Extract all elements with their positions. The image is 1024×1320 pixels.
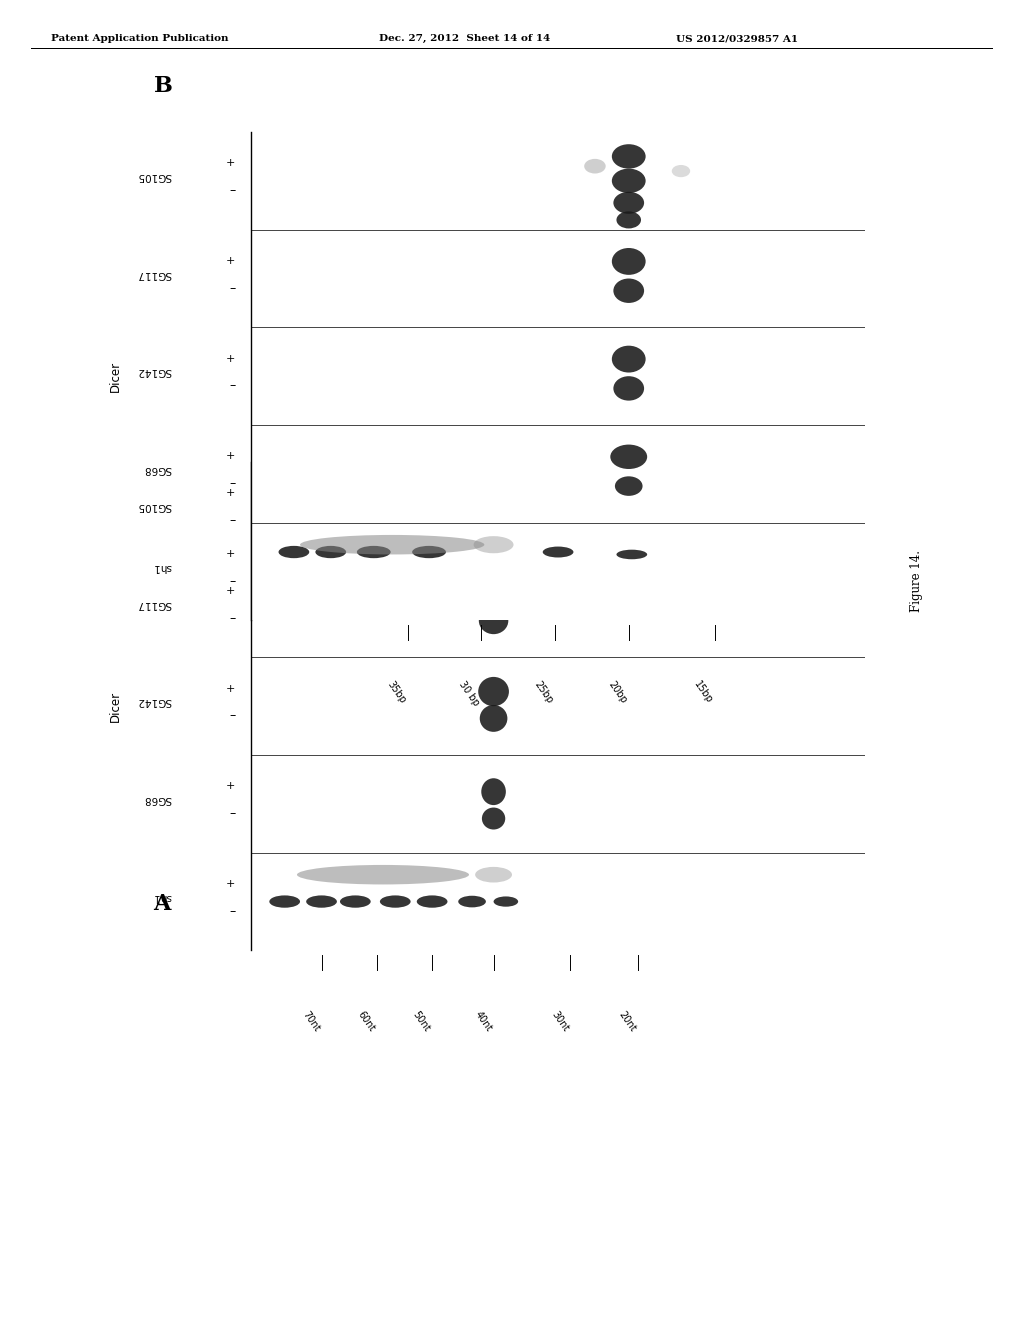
Ellipse shape <box>616 549 647 560</box>
Text: +: + <box>226 256 236 265</box>
Ellipse shape <box>610 445 647 469</box>
Text: –: – <box>229 709 236 722</box>
Ellipse shape <box>559 491 582 506</box>
Text: SG142: SG142 <box>136 367 171 376</box>
Text: 20nt: 20nt <box>616 1008 638 1034</box>
Ellipse shape <box>269 895 300 908</box>
Text: B: B <box>154 75 172 96</box>
Text: 25bp: 25bp <box>532 678 555 705</box>
Text: sh1: sh1 <box>153 562 171 572</box>
Text: –: – <box>229 611 236 624</box>
Text: A: A <box>154 894 171 915</box>
Ellipse shape <box>473 536 513 553</box>
Text: 15bp: 15bp <box>692 678 715 705</box>
Ellipse shape <box>672 165 690 177</box>
Text: SG68: SG68 <box>143 465 171 474</box>
Text: 20bp: 20bp <box>606 678 629 705</box>
Ellipse shape <box>613 279 644 304</box>
Text: US 2012/0329857 A1: US 2012/0329857 A1 <box>676 34 798 44</box>
Ellipse shape <box>612 346 645 372</box>
Ellipse shape <box>315 546 346 558</box>
Text: Figure 14.: Figure 14. <box>910 550 923 611</box>
Ellipse shape <box>616 211 641 228</box>
Ellipse shape <box>612 248 645 275</box>
Ellipse shape <box>543 546 573 557</box>
Ellipse shape <box>479 519 508 543</box>
Text: –: – <box>229 477 236 490</box>
Ellipse shape <box>340 895 371 908</box>
Text: +: + <box>226 781 236 791</box>
Ellipse shape <box>478 475 509 503</box>
Ellipse shape <box>481 779 506 805</box>
Text: 40nt: 40nt <box>472 1008 494 1034</box>
Ellipse shape <box>494 896 518 907</box>
Ellipse shape <box>306 895 337 908</box>
Text: +: + <box>226 354 236 363</box>
Text: –: – <box>229 281 236 294</box>
Text: SG105: SG105 <box>136 172 171 181</box>
Text: –: – <box>229 379 236 392</box>
Text: +: + <box>226 549 236 558</box>
Ellipse shape <box>380 895 411 908</box>
Text: 30 bp: 30 bp <box>457 678 481 708</box>
Text: SG117: SG117 <box>136 599 171 609</box>
Text: +: + <box>226 879 236 888</box>
Text: +: + <box>226 684 236 693</box>
Text: +: + <box>226 488 236 498</box>
Text: SG105: SG105 <box>136 502 171 511</box>
Ellipse shape <box>475 867 512 883</box>
Ellipse shape <box>614 477 643 496</box>
Text: Dicer: Dicer <box>110 690 122 722</box>
Text: sh1: sh1 <box>153 892 171 902</box>
Text: +: + <box>226 586 236 595</box>
Ellipse shape <box>482 808 505 829</box>
Text: –: – <box>229 904 236 917</box>
Ellipse shape <box>478 498 509 524</box>
Text: SG117: SG117 <box>136 269 171 279</box>
Ellipse shape <box>478 677 509 706</box>
Text: SG68: SG68 <box>143 795 171 804</box>
Ellipse shape <box>297 865 469 884</box>
Ellipse shape <box>478 579 509 609</box>
Ellipse shape <box>479 607 508 634</box>
Ellipse shape <box>458 896 485 907</box>
Text: 60nt: 60nt <box>355 1008 377 1034</box>
Ellipse shape <box>584 158 605 173</box>
Ellipse shape <box>613 191 644 214</box>
Text: –: – <box>229 807 236 820</box>
Text: Dicer: Dicer <box>110 360 122 392</box>
Text: +: + <box>226 451 236 461</box>
Text: Dec. 27, 2012  Sheet 14 of 14: Dec. 27, 2012 Sheet 14 of 14 <box>379 34 550 44</box>
Ellipse shape <box>412 546 446 558</box>
Text: 30nt: 30nt <box>549 1008 570 1034</box>
Text: +: + <box>226 158 236 168</box>
Text: –: – <box>229 574 236 587</box>
Ellipse shape <box>300 535 484 554</box>
Text: 70nt: 70nt <box>300 1008 322 1034</box>
Ellipse shape <box>479 705 508 731</box>
Ellipse shape <box>613 376 644 401</box>
Text: 35bp: 35bp <box>385 678 408 705</box>
Ellipse shape <box>356 546 391 558</box>
Text: 50nt: 50nt <box>411 1008 432 1034</box>
Ellipse shape <box>634 498 654 510</box>
Text: Patent Application Publication: Patent Application Publication <box>51 34 228 44</box>
Ellipse shape <box>612 169 645 193</box>
Text: –: – <box>229 513 236 527</box>
Ellipse shape <box>417 895 447 908</box>
Text: SG142: SG142 <box>136 697 171 706</box>
Ellipse shape <box>612 144 645 169</box>
Ellipse shape <box>279 546 309 558</box>
Text: –: – <box>229 183 236 197</box>
